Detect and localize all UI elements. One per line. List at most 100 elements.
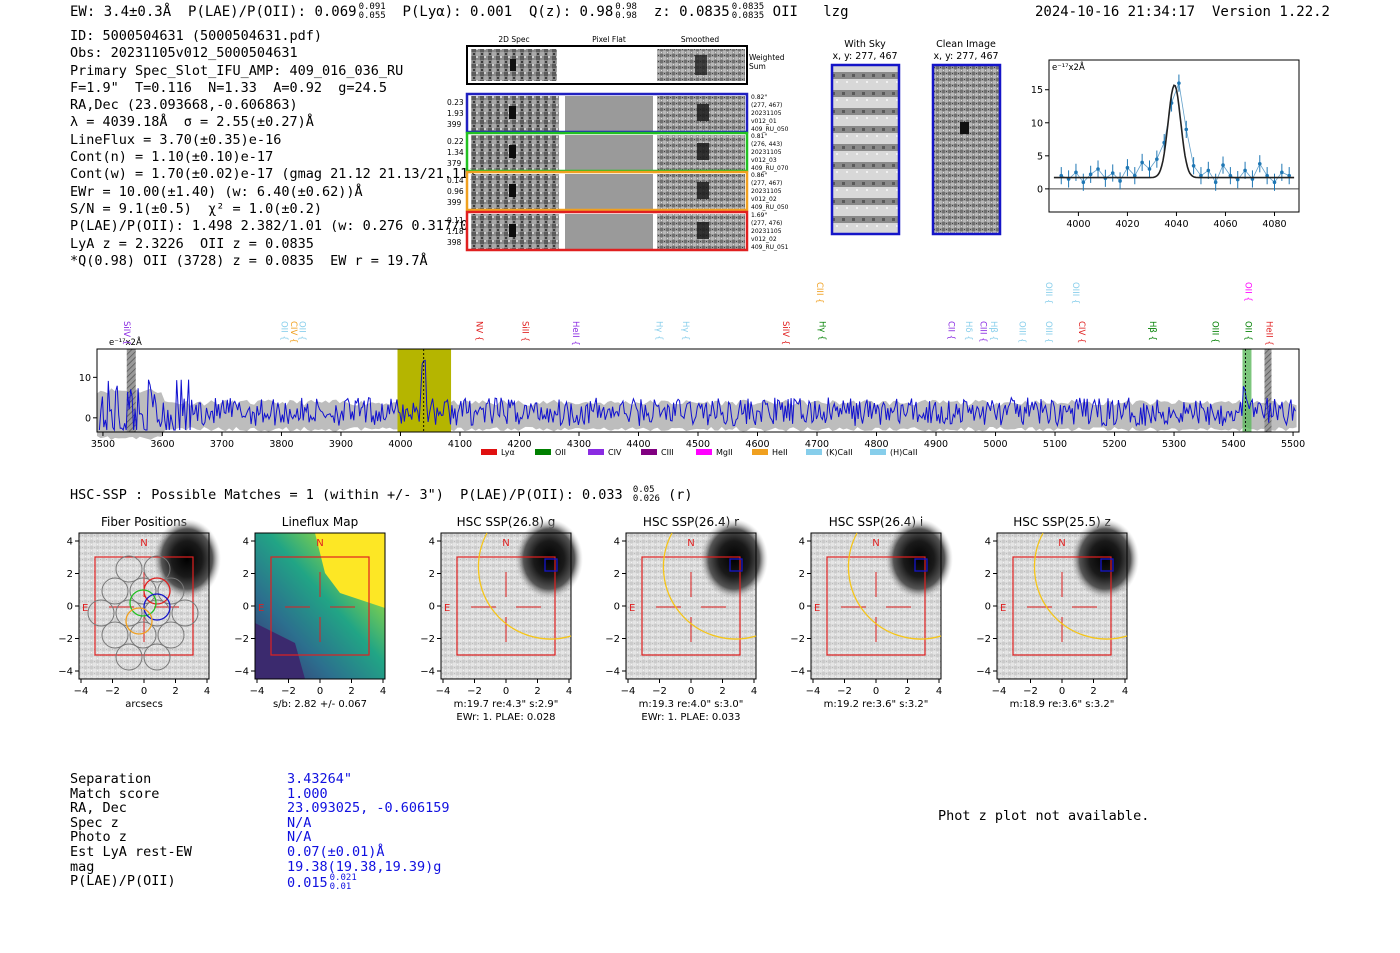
line-marker-20: CIV { (1076, 321, 1086, 343)
cutout-row-1-right-2: 20231105 (751, 149, 782, 156)
fiber-circle (157, 577, 185, 605)
info-line-9: EWr = 10.00(±1.40) (w: 6.40(±0.62))Å (70, 183, 363, 200)
hsc-ytick-label: 0 (799, 602, 805, 613)
hsc-xtick-label: −2 (652, 686, 667, 697)
z-lo: 0.0835 (731, 11, 765, 21)
cutout-row-1-left-1: 1.34 (447, 148, 464, 157)
cutout-row-0-right-2: 20231105 (751, 110, 782, 117)
hsc-xtick-label: −4 (436, 686, 451, 697)
hsc-caption1-2: m:19.7 re:4.3" s:2.9" (454, 699, 559, 710)
zoom-data-point (1110, 171, 1115, 175)
summary-header: EW: 3.4±0.3Å P(LAE)/P(OII): 0.069 0.091 0.… (70, 3, 849, 21)
hsc-ytick-label: 4 (985, 537, 991, 548)
cutout-row-0-right-4: 409_RU_050 (751, 126, 789, 133)
hsc-ytick-label: 2 (985, 569, 991, 580)
zoom-data-point (1213, 180, 1218, 185)
zoom-xtick-label-1: 4020 (1115, 219, 1139, 230)
hsc-xtick-label: 0 (503, 686, 509, 697)
hsc-xtick-label: 4 (566, 686, 572, 697)
zoom-ytick-label-0: 0 (1037, 184, 1043, 195)
match-label: Match score (70, 785, 160, 802)
plae-lo: 0.055 (358, 11, 386, 21)
fiber-circle (129, 577, 157, 605)
hsc-ytick-label: −2 (976, 634, 991, 645)
plya-value: P(Lyα): 0.001 (402, 4, 513, 20)
hsc-xtick-label: −4 (74, 686, 89, 697)
hsc-ytick-label: −4 (234, 667, 249, 678)
match-box (456, 556, 556, 656)
col-label-2dspec: 2D Spec (498, 35, 529, 44)
cutout-row-0: 0.23 1.93 399 0.82"(277, 467)20231105v012_0… (447, 92, 789, 134)
match-value: N/A (287, 829, 312, 846)
hsc-ytick-label: 0 (614, 602, 620, 613)
hsc-caption1-5: m:18.9 re:3.6" s:3.2" (1010, 699, 1115, 710)
galaxy-blob (153, 519, 221, 599)
legend-label-3: CIII (661, 448, 674, 457)
spectrum-ytick-label-0: 0 (85, 413, 91, 424)
spectrum-xtick-label-5: 4000 (388, 439, 412, 450)
fiber-circle-red (143, 577, 171, 605)
cutout-row-1-right-4: 409_RU_070 (751, 165, 789, 172)
compass-e: E (1000, 603, 1006, 614)
line-marker-22: OIII { (1210, 321, 1220, 343)
line-marker-25: HeII { (1263, 321, 1273, 346)
hsc-xtick-label: 0 (688, 686, 694, 697)
info-line-1: Obs: 20231105v012_5000504631 (70, 45, 298, 62)
hsc-xtick-label: 0 (317, 686, 323, 697)
line-marker-21: Hβ { (1147, 321, 1157, 341)
hsc-summary-title: HSC-SSP : Possible Matches = 1 (within +… (70, 486, 692, 504)
hsc-ytick-label: −4 (420, 667, 435, 678)
cutout-row-3-right-3: v012_02 (751, 236, 777, 243)
match-row-2: RA, Dec 23.093025, -0.606159 (70, 801, 450, 816)
hsc-xtick-label: 2 (719, 686, 725, 697)
fiber-circle (87, 599, 115, 627)
hsc-plae-hi: 0.05 (632, 485, 655, 495)
fiber-circle (101, 577, 129, 605)
match-value: 19.38(19.38,19.39)g (287, 858, 442, 875)
zoom-data-point (1287, 173, 1291, 178)
match-value: N/A (287, 814, 312, 831)
hsc-ytick-label: −4 (605, 667, 620, 678)
hsc-ytick-label: 4 (799, 537, 805, 548)
line-marker-18: OIII { (1043, 321, 1053, 343)
col-label-pixelflat: Pixel Flat (592, 35, 626, 44)
match-box (641, 556, 741, 656)
compass-e: E (82, 603, 88, 614)
fiber-circle (171, 599, 199, 627)
line-marker-13: Hδ { (963, 321, 973, 341)
hsc-xtick-label: −4 (250, 686, 265, 697)
hsc-plae-lo: 0.026 (632, 494, 660, 504)
hsc-panel-1: Lineflux Map N E −4 −2 0 2 4 4 2 0 −2 −4 s/b: 2.82 +/… (234, 515, 386, 710)
match-box (826, 556, 926, 656)
cutout-col-labels: 2D Spec Pixel Flat Smoothed (498, 35, 719, 44)
spectrum-xtick-label-6: 4100 (448, 439, 472, 450)
spectrum-ylabel: e⁻¹⁷x2Å (109, 336, 142, 348)
cutout-row-2-right-0: 0.86" (751, 172, 767, 179)
fiber-circle (157, 621, 185, 649)
cutout-row-1-left-0: 0.22 (447, 137, 464, 146)
hsc-xtick-label: 2 (172, 686, 178, 697)
match-row-1: Match score 1.000 (70, 785, 450, 802)
legend-label-7: (H)CaII (890, 448, 917, 457)
weighted-sum-label-1: Weighted (749, 53, 785, 62)
hsc-xtick-label: 0 (873, 686, 879, 697)
cutout-row-3-left-1: 1.18 (447, 227, 464, 236)
legend-label-5: HeII (772, 448, 788, 457)
spectrum-highlight-window (397, 349, 452, 432)
cutout-row-3-left-2: 398 (447, 238, 462, 247)
zoom-xtick-label-2: 4040 (1164, 219, 1188, 230)
legend-swatch-4 (696, 449, 712, 455)
zoom-data-point (1140, 160, 1144, 165)
zoom-data-point (1228, 173, 1233, 178)
spectrum-xtick-label-17: 5200 (1102, 439, 1126, 450)
datetime: 2024-10-16 21:34:17 (1034, 4, 1196, 20)
cutout-row-0-right-3: v012_01 (751, 118, 777, 125)
hsc-ytick-label: 2 (429, 569, 435, 580)
aperture-ellipse (1033, 532, 1128, 640)
info-line-3: F=1.9" T=0.116 N=1.33 A=0.92 g=24.5 (70, 79, 387, 96)
cutout-row-3-right-0: 1.69" (751, 212, 767, 219)
fiber-circle (143, 643, 171, 671)
line-marker-23: OII { (1242, 282, 1252, 302)
